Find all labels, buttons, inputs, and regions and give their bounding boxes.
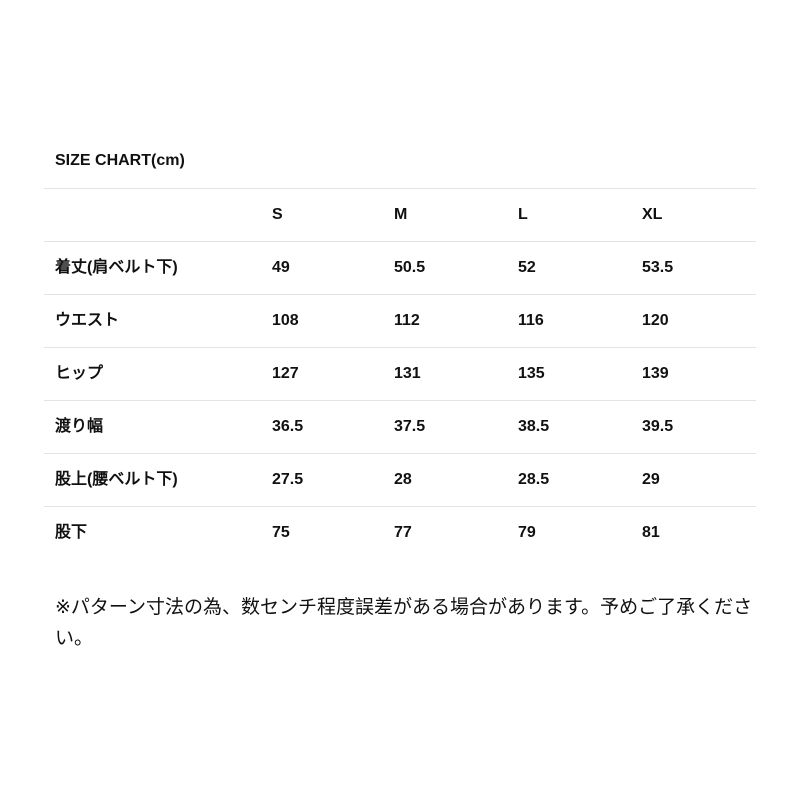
- table-cell: 108: [272, 312, 299, 329]
- table-cell: 36.5: [272, 418, 304, 435]
- table-cell: 79: [518, 524, 536, 541]
- header-cell-xl: XL: [642, 206, 663, 223]
- header-cell-s: S: [272, 206, 283, 223]
- table-cell: 50.5: [394, 259, 426, 276]
- table-cell: 116: [518, 312, 544, 329]
- size-chart-title: SIZE CHART(cm): [55, 152, 185, 169]
- header-cell-l: L: [518, 206, 528, 223]
- table-cell: 39.5: [642, 418, 674, 435]
- table-cell: 75: [272, 524, 290, 541]
- table-cell: 77: [394, 524, 412, 541]
- table-row: 着丈(肩ベルト下) 49 50.5 52 53.5: [44, 241, 756, 294]
- table-cell: 49: [272, 259, 290, 276]
- row-label: 股上(腰ベルト下): [55, 471, 178, 488]
- table-row: ヒップ 127 131 135 139: [44, 347, 756, 400]
- row-label: ウエスト: [55, 312, 120, 329]
- table-cell: 120: [642, 312, 669, 329]
- size-table: S M L XL 着丈(肩ベルト下) 49 50.5 52 53.5 ウエスト 108 112…: [44, 188, 756, 559]
- header-cell-m: M: [394, 206, 408, 223]
- table-cell: 38.5: [518, 418, 550, 435]
- table-cell: 135: [518, 365, 545, 382]
- table-cell: 127: [272, 365, 299, 382]
- row-label: ヒップ: [55, 365, 104, 382]
- row-label: 股下: [55, 524, 88, 541]
- table-cell: 27.5: [272, 471, 304, 488]
- table-cell: 131: [394, 365, 421, 382]
- table-cell: 52: [518, 259, 536, 276]
- table-row: 股下 75 77 79 81: [44, 506, 756, 559]
- table-cell: 53.5: [642, 259, 674, 276]
- table-cell: 28.5: [518, 471, 550, 488]
- table-cell: 139: [642, 365, 669, 382]
- table-cell: 37.5: [394, 418, 426, 435]
- row-label: 渡り幅: [55, 418, 104, 435]
- table-cell: 29: [642, 471, 660, 488]
- table-row: 股上(腰ベルト下) 27.5 28 28.5 29: [44, 453, 756, 506]
- row-label: 着丈(肩ベルト下): [55, 259, 178, 276]
- table-header-row: S M L XL: [44, 188, 756, 241]
- table-cell: 112: [394, 312, 420, 329]
- disclaimer-note: ※パターン寸法の為、数センチ程度誤差がある場合があります。予めご了承ください。: [55, 597, 753, 649]
- table-cell: 28: [394, 471, 412, 488]
- table-row: 渡り幅 36.5 37.5 38.5 39.5: [44, 400, 756, 453]
- table-row: ウエスト 108 112 116 120: [44, 294, 756, 347]
- table-cell: 81: [642, 524, 660, 541]
